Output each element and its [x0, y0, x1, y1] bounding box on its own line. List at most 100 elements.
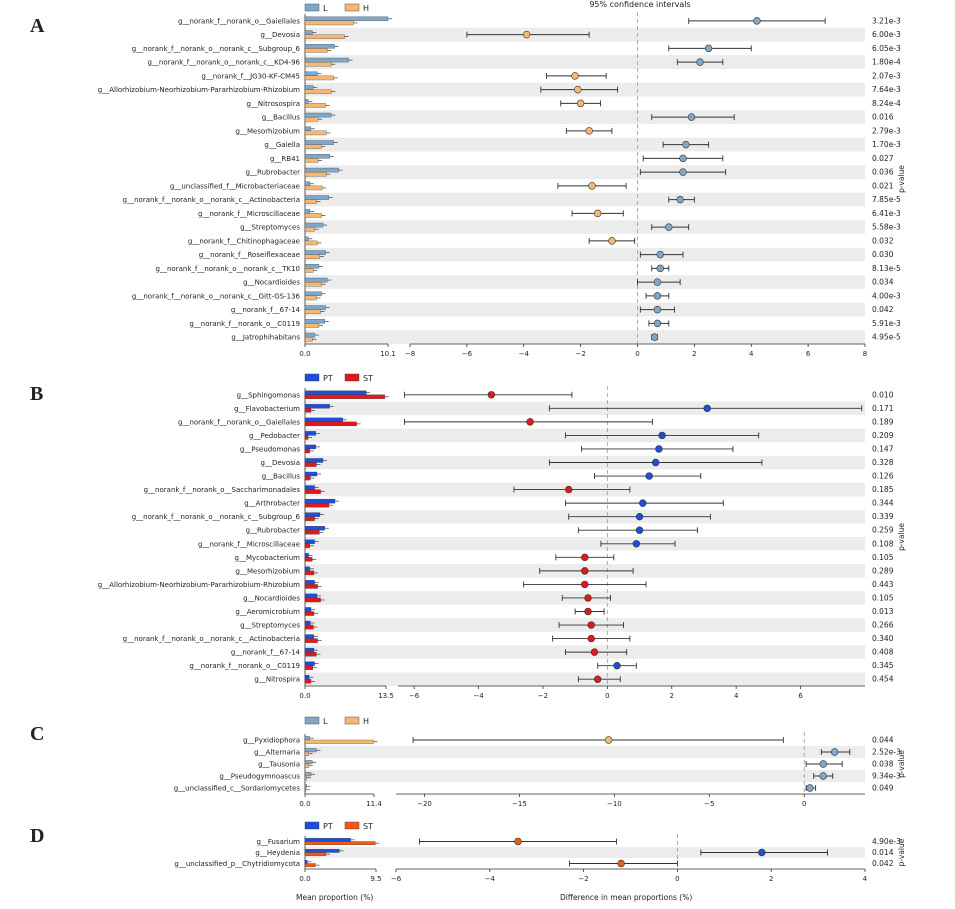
diff-point — [613, 661, 621, 670]
bar-series2 — [304, 570, 315, 576]
category-label: g__Pyxidiophora — [243, 737, 300, 745]
bar-series1 — [304, 485, 315, 490]
bar-series1 — [304, 291, 322, 297]
category-label: g__norank_f__norank_o__C0119 — [189, 320, 300, 328]
category-label: g__norank_f__norank_o__norank_c__TK10 — [156, 265, 300, 273]
pvalue-label: 6.41e-3 — [872, 209, 901, 218]
bar-tick-label: 13.5 — [378, 692, 394, 700]
category-label: g__Devosia — [261, 459, 300, 467]
bar-series2 — [304, 462, 317, 467]
bar-series1 — [304, 772, 312, 777]
category-label: g__Nitrosospira — [246, 100, 300, 108]
bar-series2 — [304, 240, 318, 246]
category-label: g__Fusarium — [256, 838, 300, 846]
diff-point — [632, 540, 641, 548]
row-band — [305, 192, 865, 207]
legend-swatch — [304, 821, 320, 830]
diff-tick-label: −10 — [607, 800, 622, 808]
pvalue-label: 0.339 — [872, 512, 894, 521]
bar-tick-label: 0.0 — [299, 800, 310, 808]
diff-point — [585, 127, 593, 135]
bar-series2 — [304, 226, 316, 232]
pvalue-label: 2.79e-3 — [872, 126, 901, 135]
category-label: g__Pedobacter — [249, 432, 300, 440]
category-label: g__norank_f__norank_o__norank_c__KD4-96 — [147, 59, 300, 67]
legend-label: PT — [323, 374, 333, 383]
bar-series1 — [304, 620, 311, 626]
bar-series2 — [304, 268, 314, 273]
diff-point — [679, 168, 687, 176]
pvalue-label: 0.185 — [872, 485, 894, 494]
bar-series2 — [304, 584, 318, 589]
legend-swatch — [344, 821, 360, 830]
bar-series2 — [304, 775, 307, 780]
bar-series2 — [304, 394, 385, 399]
bar-series2 — [304, 516, 315, 521]
pvalue-label: 0.014 — [872, 848, 894, 857]
diff-point — [651, 458, 660, 467]
category-label: g__norank_f__Microscillaceae — [198, 540, 300, 548]
category-label: g__Aeromicrobium — [235, 608, 300, 616]
diff-tick-label: 8 — [863, 350, 867, 358]
bar-series2 — [304, 89, 332, 94]
bar-series1 — [304, 539, 315, 544]
diff-point — [676, 195, 684, 204]
bar-tick-label: 0.0 — [299, 692, 310, 700]
pvalue-label: 5.58e-3 — [872, 223, 901, 232]
category-label: g__norank_f__JG30-KF-CM45 — [201, 72, 300, 80]
bar-series1 — [304, 154, 330, 159]
category-label: g__Flavobacterium — [234, 405, 300, 413]
diff-point — [819, 772, 827, 780]
legend-swatch — [344, 716, 360, 725]
bar-series2 — [304, 144, 322, 149]
diff-tick-label: 0 — [802, 800, 806, 808]
pvalue-label: 0.344 — [872, 499, 894, 508]
diff-tick-label: −2 — [575, 350, 585, 358]
category-label: g__norank_f__norank_o__Gaiellales — [178, 17, 300, 25]
category-label: g__Bacillus — [262, 473, 301, 481]
diff-point — [564, 485, 573, 494]
bar-series2 — [304, 638, 318, 643]
diff-point — [584, 607, 592, 616]
diff-tick-label: −6 — [462, 350, 473, 358]
pvalue-label: 2.07e-3 — [872, 71, 901, 80]
legend-swatch — [344, 3, 360, 12]
bar-series1 — [304, 760, 313, 765]
bar-series1 — [304, 444, 316, 450]
row-band — [305, 847, 865, 858]
bar-series2 — [304, 20, 354, 26]
diff-point — [830, 748, 839, 756]
bar-series2 — [304, 852, 327, 856]
category-label: g__norank_f__Chitinophagaceae — [188, 237, 300, 245]
bar-series2 — [304, 213, 322, 218]
bar-series2 — [304, 624, 314, 630]
pvalue-label: 0.147 — [872, 444, 894, 453]
bar-series1 — [304, 85, 314, 90]
bar-series1 — [304, 458, 324, 463]
bar-series2 — [304, 863, 316, 867]
bar-series2 — [304, 787, 306, 792]
diff-point — [656, 250, 664, 259]
category-label: g__Streptomyces — [240, 622, 300, 630]
bar-series1 — [304, 647, 315, 653]
diff-point — [653, 278, 662, 286]
bar-series1 — [304, 593, 318, 599]
bar-series2 — [304, 448, 310, 454]
pvalue-axis-label: p-value — [897, 165, 906, 193]
bar-series1 — [304, 580, 315, 585]
bar-series2 — [304, 841, 376, 845]
pvalue-label: 0.034 — [872, 278, 894, 287]
diff-point — [608, 237, 616, 245]
row-band — [305, 770, 865, 782]
row-band — [305, 165, 865, 179]
bar-series1 — [304, 404, 330, 409]
bar-series2 — [304, 751, 309, 756]
diff-tick-label: 0 — [675, 875, 679, 883]
diff-point — [682, 140, 690, 149]
bar-tick-label: 11.4 — [366, 800, 382, 808]
bar-series1 — [304, 512, 321, 517]
category-label: g__Pseudomonas — [240, 445, 300, 453]
category-label: g__Rubrobacter — [246, 169, 301, 177]
diff-tick-label: −15 — [512, 800, 527, 808]
